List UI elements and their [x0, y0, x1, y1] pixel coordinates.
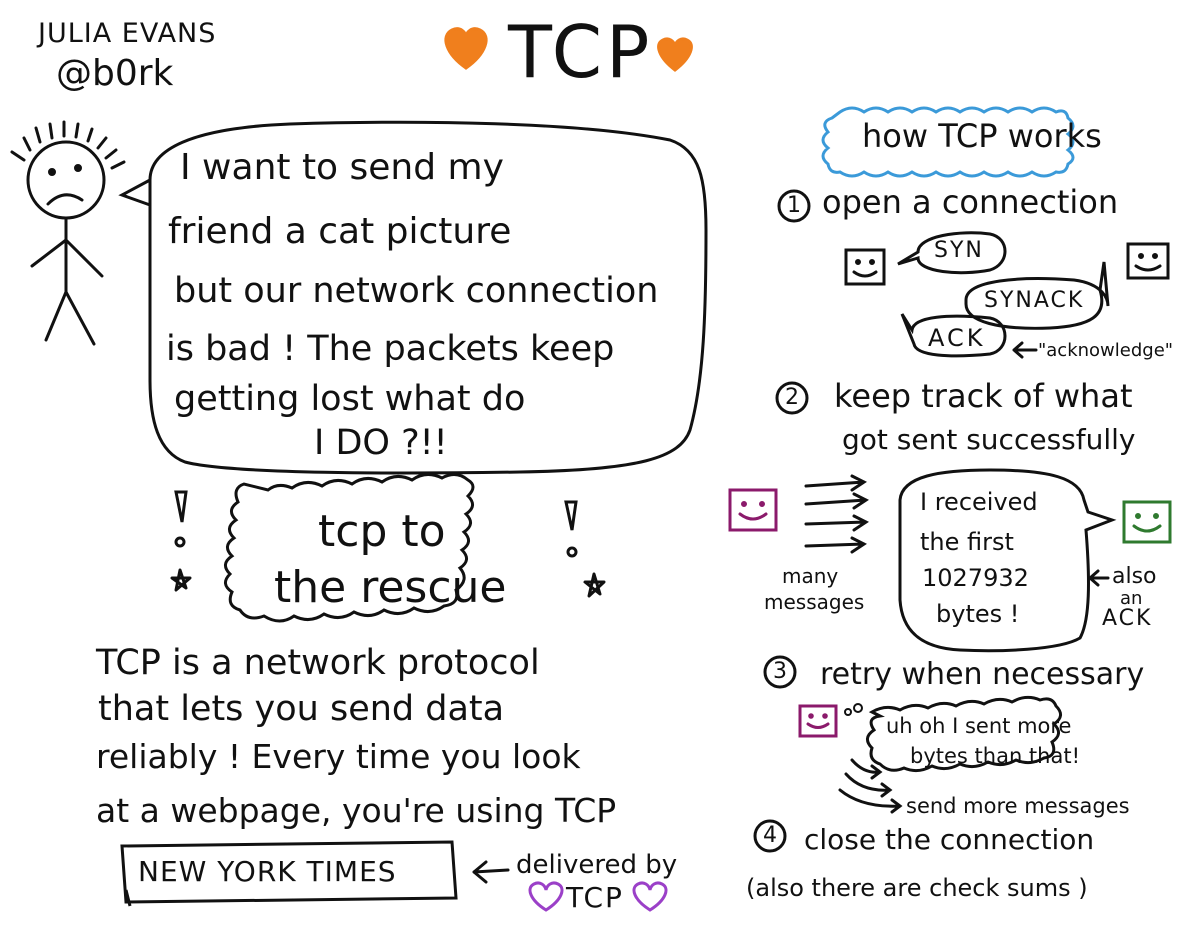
received-line-2: the first: [920, 528, 1014, 556]
face-icon-purple: [728, 488, 778, 532]
syn-label: SYN: [934, 238, 984, 263]
arrow-left-icon: [472, 860, 510, 884]
received-line-3: 1027932: [922, 564, 1029, 592]
face-icon-right-step1: [1126, 242, 1170, 280]
face-icon-green: [1122, 500, 1172, 544]
description-line-4: at a webpage, you're using TCP: [96, 791, 617, 830]
synack-label: SYNACK: [984, 288, 1085, 313]
also-line-3: ACK: [1102, 606, 1153, 631]
author-handle: @b0rk: [56, 53, 174, 94]
arrow-left-icon: [1012, 341, 1038, 359]
checksums-note: (also there are check sums ): [746, 874, 1088, 902]
face-icon-purple-step3: [798, 704, 838, 738]
send-more-arrows: [838, 758, 903, 814]
also-line-2: an: [1120, 588, 1143, 609]
step3-number: 3: [773, 659, 787, 684]
page-title: TCP: [508, 10, 654, 94]
description-line-3: reliably ! Every time you look: [96, 737, 581, 776]
also-line-1: also: [1112, 564, 1157, 589]
speech-line-5: getting lost what do: [174, 379, 526, 419]
thought-dot-1: [844, 708, 852, 716]
step4-text: close the connection: [804, 823, 1095, 856]
received-line-1: I received: [920, 488, 1038, 516]
step1-circle: [777, 189, 811, 223]
delivered-by-label: delivered by: [516, 850, 678, 880]
heart-icon-right: [657, 37, 693, 72]
send-more-label: send more messages: [906, 794, 1130, 818]
speech-line-4: is bad ! The packets keep: [166, 329, 615, 369]
message-arrows: [804, 474, 869, 554]
many-line-1: many: [782, 564, 839, 588]
step2-line-2: got sent successfully: [842, 423, 1136, 456]
received-line-4: bytes !: [936, 600, 1020, 628]
ack-bubble: [900, 313, 1007, 358]
description-line-1: TCP is a network protocol: [96, 643, 540, 683]
delivered-tcp-label: TCP: [566, 881, 624, 914]
star-icon-right: [583, 572, 606, 598]
heart-outline-icon-left: [528, 881, 564, 912]
step2-number: 2: [785, 385, 799, 410]
step2-circle: [775, 381, 809, 415]
ack-label: ACK: [928, 324, 986, 352]
star-icon-left: [170, 568, 192, 592]
synack-bubble: [964, 261, 1110, 330]
how-tcp-works-title: how TCP works: [862, 117, 1102, 155]
description-line-2: that lets you send data: [98, 689, 505, 729]
arrow-left-icon: [1088, 569, 1110, 587]
rescue-line-2: the rescue: [274, 562, 507, 613]
step3-circle: [763, 655, 797, 689]
step3-text: retry when necessary: [820, 657, 1145, 692]
author-name: JULIA EVANS: [38, 18, 217, 49]
rescue-cloud: [224, 473, 475, 623]
speech-line-1: I want to send my: [180, 147, 504, 188]
many-line-2: messages: [764, 590, 865, 614]
sad-stick-figure: [10, 120, 126, 346]
uhoh-line-2: bytes than that!: [910, 744, 1080, 768]
step1-number: 1: [787, 193, 801, 218]
exclamation-marks: [174, 490, 578, 558]
uhoh-line-1: uh oh I sent more: [886, 714, 1072, 738]
step1-text: open a connection: [822, 183, 1119, 221]
face-icon-left-step1: [844, 248, 886, 286]
speech-bubble: [118, 120, 708, 475]
how-tcp-works-box: [821, 106, 1075, 178]
step2-line-1: keep track of what: [834, 377, 1133, 415]
rescue-line-1: tcp to: [318, 506, 446, 557]
speech-line-6: I DO ?!!: [314, 423, 448, 463]
speech-line-2: friend a cat picture: [168, 211, 512, 252]
uhoh-bubble: [866, 695, 1062, 773]
step4-circle: [753, 819, 787, 853]
heart-outline-icon-right: [632, 881, 668, 912]
step4-number: 4: [763, 823, 777, 848]
syn-bubble: [897, 231, 1007, 275]
acknowledge-note: "acknowledge": [1038, 340, 1174, 361]
nyt-label: NEW YORK TIMES: [138, 855, 397, 888]
speech-line-3: but our network connection: [174, 271, 659, 311]
thought-dot-2: [853, 703, 863, 713]
received-bubble: [898, 468, 1117, 653]
heart-icon-left: [444, 27, 488, 70]
nyt-box: [120, 840, 458, 907]
